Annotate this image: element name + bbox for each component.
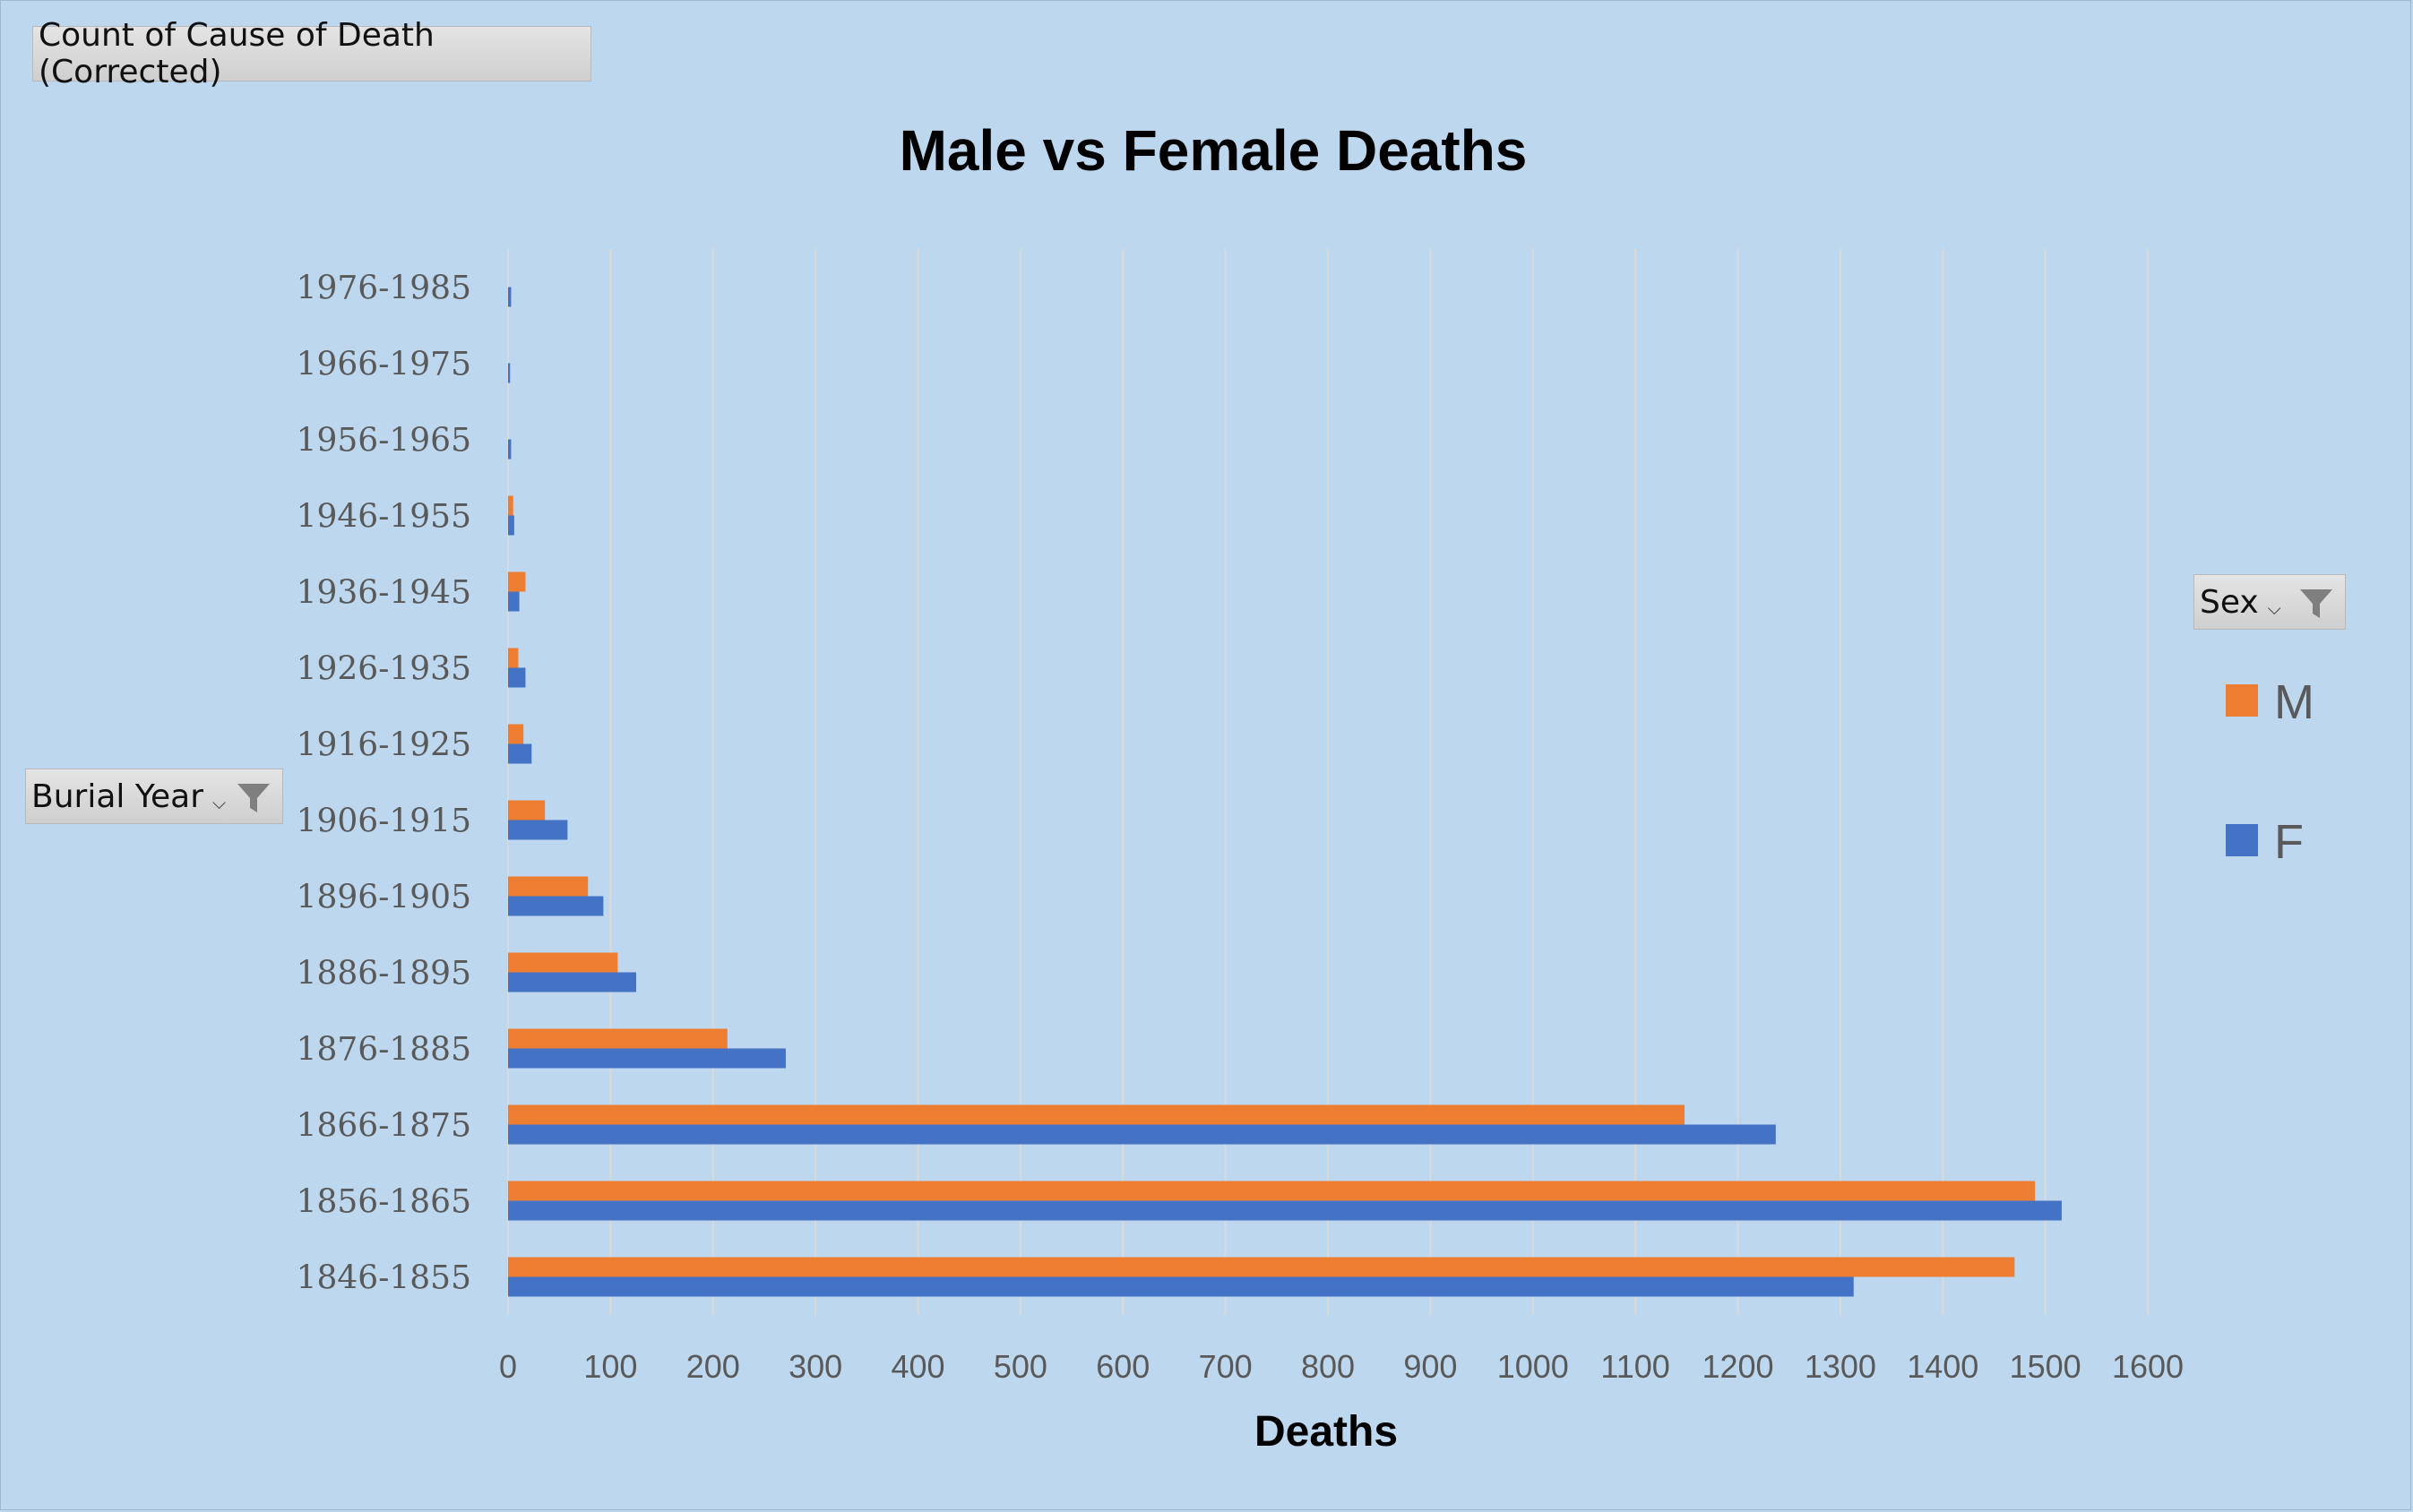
x-tick-label-14: 1400 xyxy=(1907,1348,1978,1385)
category-label-1966-1975: 1966-1975 xyxy=(297,347,471,383)
legend-swatch-F xyxy=(2226,824,2258,856)
gridlines xyxy=(507,249,2149,1315)
category-axis-labels: 1846-1855 1856-1865 1866-1875 1876-1885 1886… xyxy=(297,271,471,1297)
bar-F-1976-1985 xyxy=(508,287,512,307)
bar-series xyxy=(508,287,2062,1297)
x-tick-label-9: 900 xyxy=(1403,1348,1457,1385)
category-label-1886-1895: 1886-1895 xyxy=(297,956,471,992)
value-field-button[interactable]: Count of Cause of Death (Corrected) xyxy=(32,17,591,90)
chart-title: Male vs Female Deaths xyxy=(900,118,1528,183)
legend-label-F: F xyxy=(2274,815,2304,869)
bar-F-1866-1875 xyxy=(508,1124,1776,1145)
bar-F-1886-1895 xyxy=(508,972,636,992)
value-field-label: Count of Cause of Death (Corrected) xyxy=(39,17,435,90)
category-label-1956-1965: 1956-1965 xyxy=(297,423,471,460)
series-field-button[interactable]: Sex ⌵ xyxy=(2193,574,2346,630)
filter-icon[interactable] xyxy=(236,780,271,816)
bar-M-1896-1905 xyxy=(508,876,589,897)
x-tick-label-6: 600 xyxy=(1096,1348,1150,1385)
dropdown-arrow-icon[interactable]: ⌵ xyxy=(2267,597,2281,619)
category-label-1846-1855: 1846-1855 xyxy=(297,1260,471,1297)
x-tick-label-3: 300 xyxy=(789,1348,842,1385)
legend-label-M: M xyxy=(2274,675,2314,729)
bar-M-1926-1935 xyxy=(508,648,519,668)
x-tick-label-8: 800 xyxy=(1301,1348,1355,1385)
bar-F-1916-1925 xyxy=(508,743,532,764)
bar-F-1966-1975 xyxy=(508,363,511,383)
filter-icon[interactable] xyxy=(2298,586,2334,622)
x-tick-label-4: 400 xyxy=(891,1348,944,1385)
bar-M-1856-1865 xyxy=(508,1181,2036,1201)
category-label-1876-1885: 1876-1885 xyxy=(297,1032,471,1069)
x-axis-title: Deaths xyxy=(1254,1408,1398,1456)
x-tick-label-16: 1600 xyxy=(2112,1348,2184,1385)
bar-F-1926-1935 xyxy=(508,667,526,688)
x-tick-label-0: 0 xyxy=(499,1348,517,1385)
bar-F-1946-1955 xyxy=(508,515,514,536)
bar-F-1956-1965 xyxy=(508,439,512,460)
series-field-label: Sex xyxy=(2200,583,2259,621)
bar-M-1946-1955 xyxy=(508,495,513,516)
bar-F-1856-1865 xyxy=(508,1200,2062,1221)
category-label-1896-1905: 1896-1905 xyxy=(297,880,471,916)
bar-M-1906-1915 xyxy=(508,800,546,820)
bar-F-1846-1855 xyxy=(508,1276,1854,1297)
bar-M-1866-1875 xyxy=(508,1104,1685,1125)
category-label-1866-1875: 1866-1875 xyxy=(297,1108,471,1145)
x-tick-label-1: 100 xyxy=(583,1348,637,1385)
row-field-label: Burial Year xyxy=(31,777,204,815)
bar-M-1886-1895 xyxy=(508,952,618,973)
bar-M-1936-1945 xyxy=(508,571,526,592)
category-label-1906-1915: 1906-1915 xyxy=(297,803,471,840)
bar-F-1876-1885 xyxy=(508,1048,786,1069)
category-label-1946-1955: 1946-1955 xyxy=(297,499,471,536)
x-tick-label-10: 1000 xyxy=(1497,1348,1569,1385)
x-tick-label-15: 1500 xyxy=(2010,1348,2081,1385)
bar-M-1846-1855 xyxy=(508,1257,2015,1277)
bar-F-1936-1945 xyxy=(508,591,520,612)
bar-M-1916-1925 xyxy=(508,724,524,744)
x-tick-label-2: 200 xyxy=(686,1348,740,1385)
category-label-1856-1865: 1856-1865 xyxy=(297,1184,471,1221)
category-label-1976-1985: 1976-1985 xyxy=(297,271,471,307)
value-axis-labels: 0 100 200 300 400 500 600 700 800 900 1000 1100 1200… xyxy=(499,1348,2184,1385)
x-tick-label-7: 700 xyxy=(1199,1348,1253,1385)
row-field-button[interactable]: Burial Year ⌵ xyxy=(25,769,283,824)
bar-F-1896-1905 xyxy=(508,896,604,916)
x-tick-label-12: 1200 xyxy=(1702,1348,1773,1385)
dropdown-arrow-icon[interactable]: ⌵ xyxy=(212,792,227,813)
x-tick-label-11: 1100 xyxy=(1600,1348,1669,1385)
x-tick-label-13: 1300 xyxy=(1805,1348,1876,1385)
category-label-1926-1935: 1926-1935 xyxy=(297,651,471,688)
category-label-1916-1925: 1916-1925 xyxy=(297,727,471,764)
bar-M-1876-1885 xyxy=(508,1028,728,1049)
legend: MF xyxy=(2226,675,2314,869)
bar-F-1906-1915 xyxy=(508,820,568,840)
category-label-1936-1945: 1936-1945 xyxy=(297,575,471,612)
legend-swatch-M xyxy=(2226,684,2258,717)
x-tick-label-5: 500 xyxy=(994,1348,1047,1385)
